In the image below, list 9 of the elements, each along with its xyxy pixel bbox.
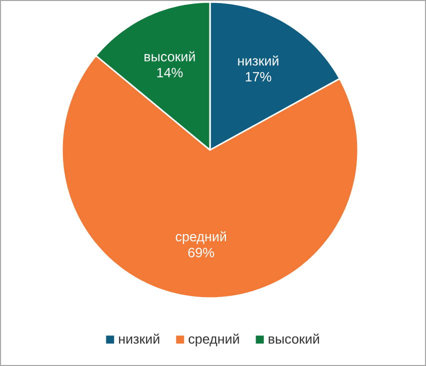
data-label: 14% [157, 68, 183, 78]
slice-label: средний [176, 231, 226, 244]
data-label: 69% [188, 248, 214, 258]
legend-label: низкий [119, 334, 160, 344]
legend-label: высокий [268, 334, 319, 344]
slice-label: высокий [144, 51, 195, 62]
slice-label: низкий [238, 55, 278, 66]
data-label: 17% [246, 72, 272, 82]
legend-label: средний [188, 334, 239, 346]
